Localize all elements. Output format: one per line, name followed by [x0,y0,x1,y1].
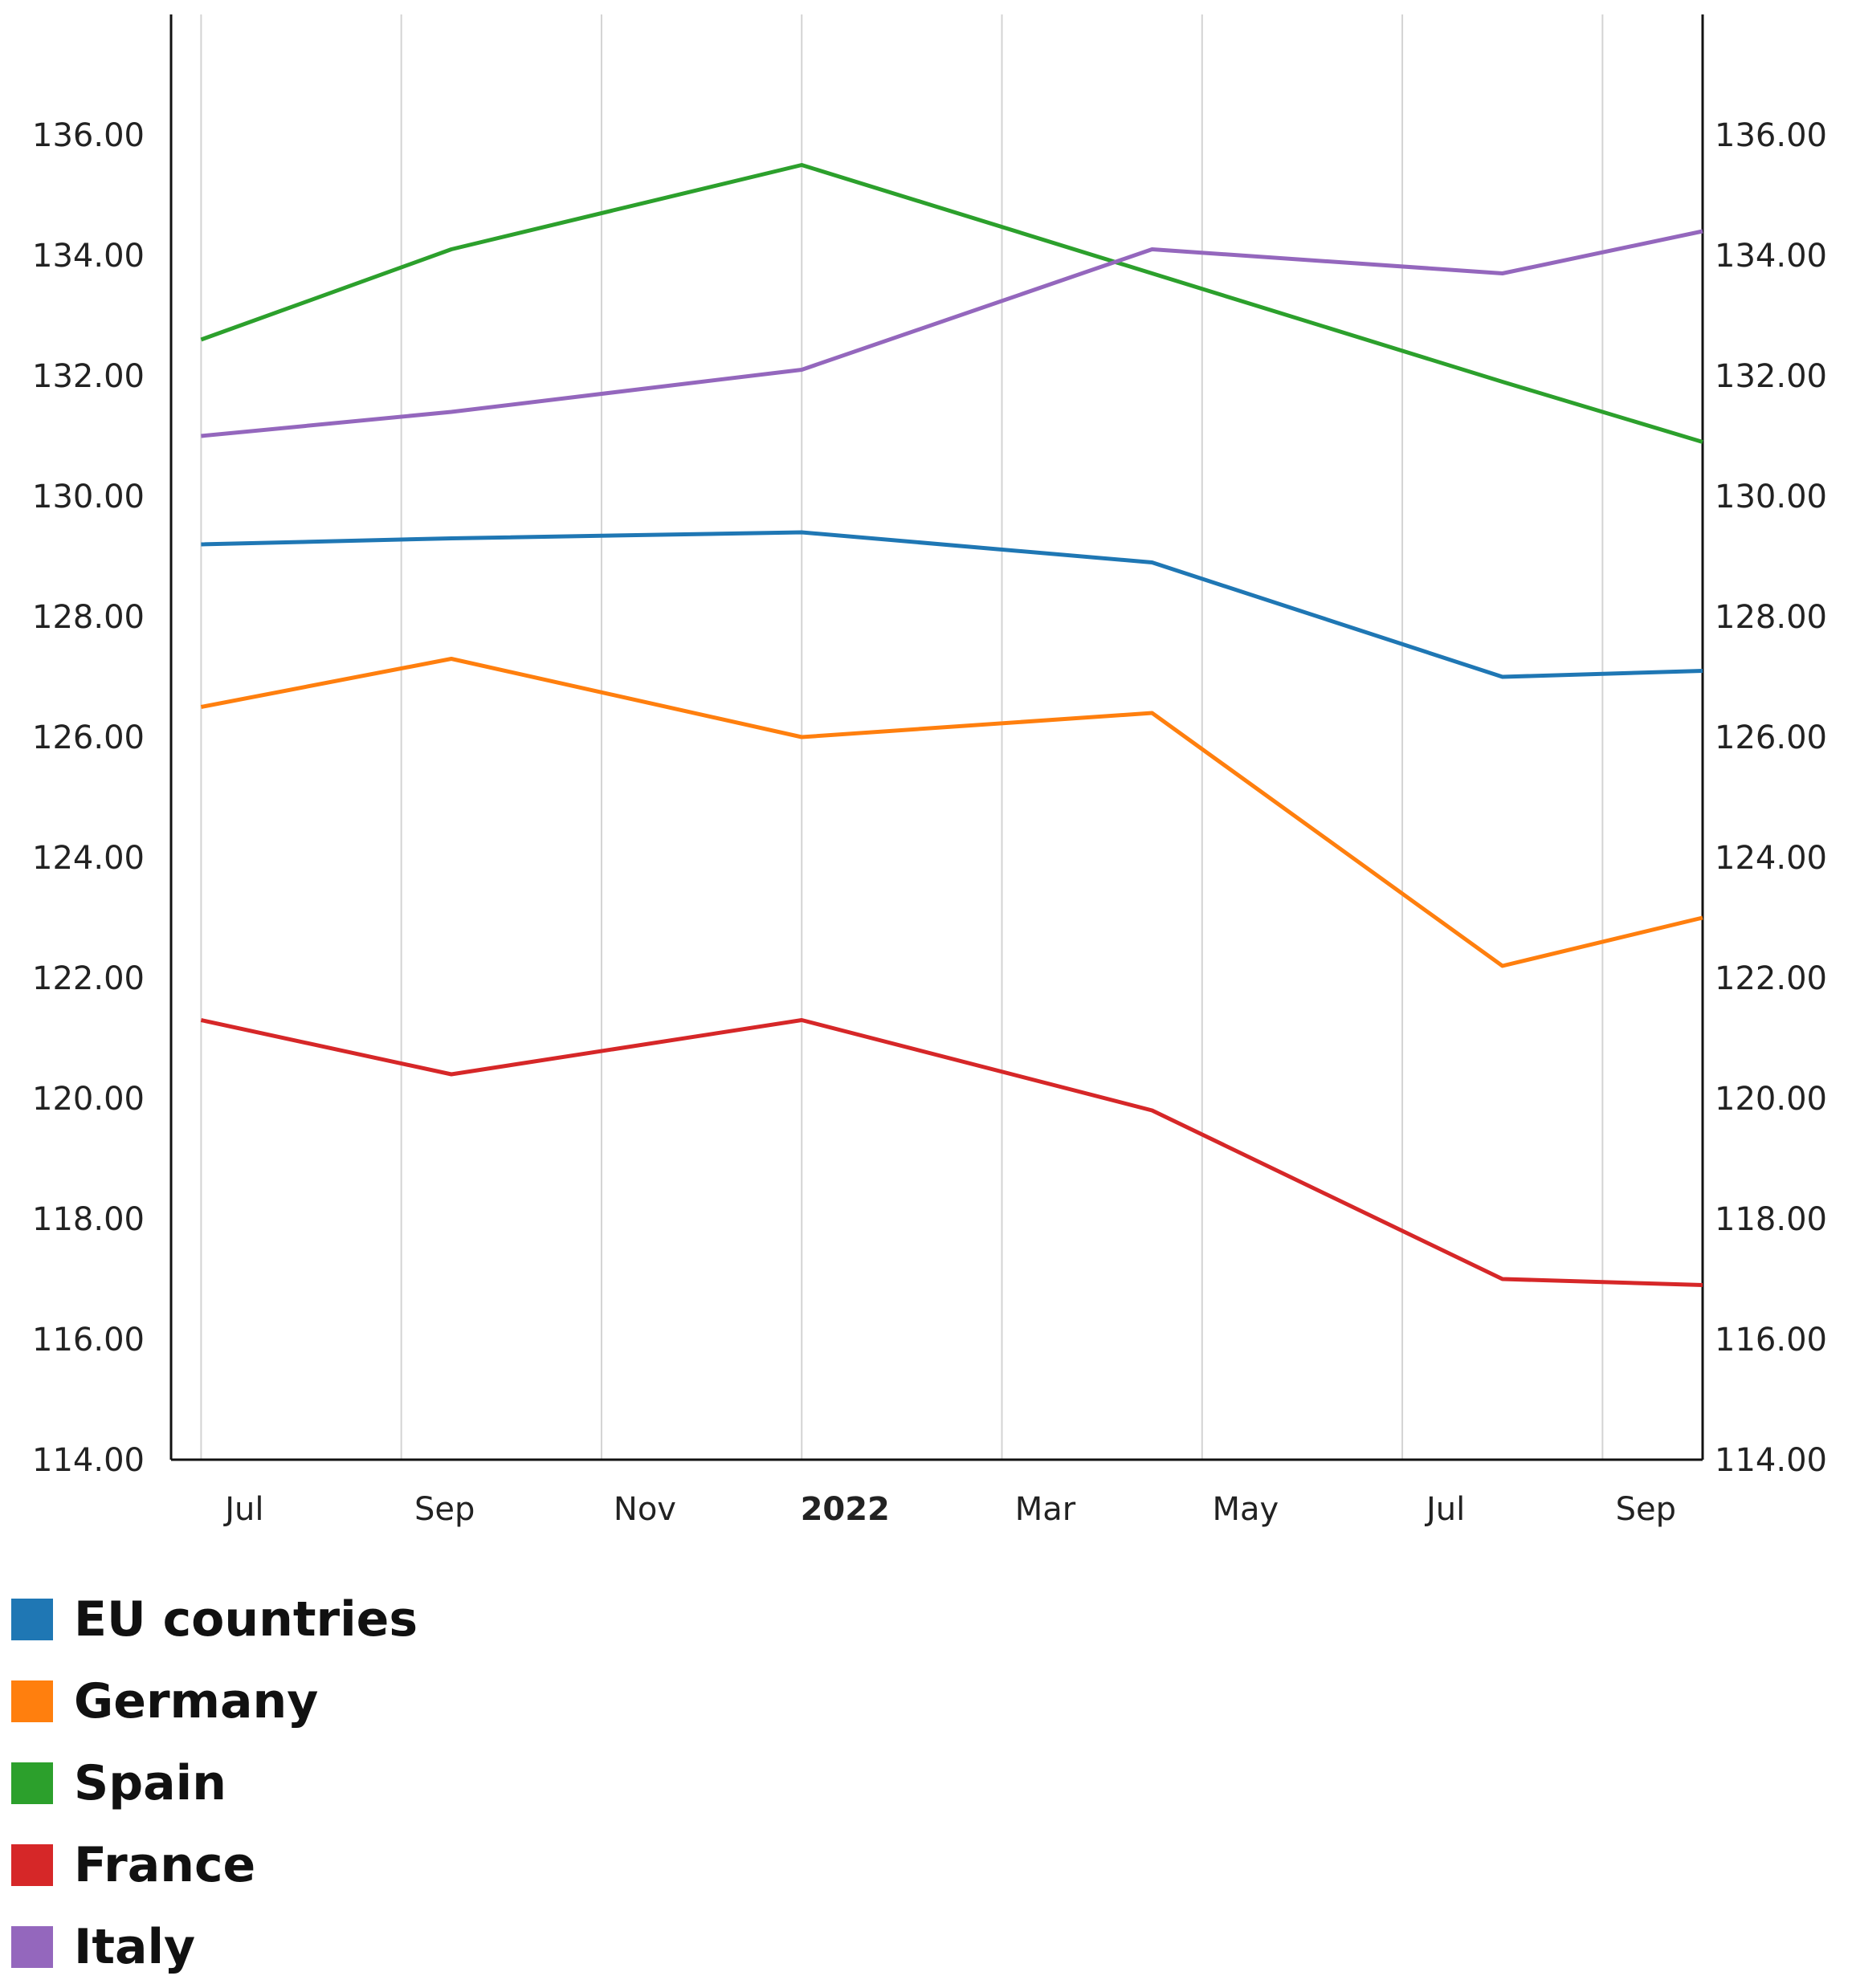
grid-lines [200,14,1604,1460]
legend-item-eu-countries: EU countries [11,1579,418,1660]
y-tick-right-114-00: 114.00 [1715,1442,1827,1479]
legend-label-france: France [74,1837,256,1893]
y-tick-left-114-00: 114.00 [32,1442,145,1479]
legend-swatch-italy [11,1926,53,1968]
y-tick-left-134-00: 134.00 [32,238,145,275]
x-tick-7-sep: Sep [1616,1491,1676,1528]
x-tick-5-may: May [1212,1491,1279,1528]
axes [169,14,1704,1461]
y-tick-right-118-00: 118.00 [1715,1201,1827,1238]
y-tick-left-132-00: 132.00 [32,358,145,395]
x-tick-1-sep: Sep [414,1491,475,1528]
y-tick-right-122-00: 122.00 [1715,960,1827,997]
legend-item-spain: Spain [11,1742,418,1824]
y-tick-right-128-00: 128.00 [1715,599,1827,636]
y-axis-left-ticks: 114.00 116.00 118.00 120.00 122.00 124.00 126.… [32,117,145,1479]
y-tick-left-130-00: 130.00 [32,479,145,515]
legend-swatch-spain [11,1762,53,1804]
y-tick-left-122-00: 122.00 [32,960,145,997]
legend-label-italy: Italy [74,1919,196,1975]
y-tick-right-120-00: 120.00 [1715,1081,1827,1118]
y-tick-left-118-00: 118.00 [32,1201,145,1238]
y-tick-left-136-00: 136.00 [32,117,145,154]
legend-item-germany: Germany [11,1660,418,1742]
x-tick-4-mar: Mar [1015,1491,1076,1528]
legend-swatch-france [11,1844,53,1886]
legend-item-france: France [11,1824,418,1906]
y-tick-right-126-00: 126.00 [1715,719,1827,756]
x-tick-6-jul: Jul [1424,1491,1465,1528]
y-tick-left-128-00: 128.00 [32,599,145,636]
series-line-italy [201,229,1703,438]
legend-swatch-germany [11,1680,53,1722]
y-tick-right-130-00: 130.00 [1715,479,1827,515]
legend-label-eu-countries: EU countries [74,1591,418,1648]
y-axis-right-ticks: 114.00 116.00 118.00 120.00 122.00 124.00 126.… [1715,117,1827,1479]
legend-label-germany: Germany [74,1673,319,1729]
series-line-germany [200,657,1703,968]
series-line-spain [200,163,1703,444]
line-chart: 114.00 116.00 118.00 120.00 122.00 124.00 126.… [32,14,1827,1528]
y-tick-right-124-00: 124.00 [1715,840,1827,877]
y-tick-left-120-00: 120.00 [32,1081,145,1118]
legend-swatch-eu-countries [11,1599,53,1640]
y-tick-right-116-00: 116.00 [1715,1322,1827,1359]
series-line-eu-countries [201,530,1703,679]
y-tick-right-134-00: 134.00 [1715,238,1827,275]
x-tick-0-jul: Jul [222,1491,263,1528]
x-axis-ticks: Jul Sep Nov 2022 Mar May Jul Sep [222,1491,1676,1528]
y-tick-left-116-00: 116.00 [32,1322,145,1359]
y-tick-left-126-00: 126.00 [32,719,145,756]
x-tick-3-2022: 2022 [801,1491,890,1528]
legend: EU countries Germany Spain France Italy [11,1579,418,1988]
series-line-france [200,1018,1703,1287]
y-tick-left-124-00: 124.00 [32,840,145,877]
y-tick-right-132-00: 132.00 [1715,358,1827,395]
legend-item-italy: Italy [11,1906,418,1988]
x-tick-2-nov: Nov [614,1491,676,1528]
series-lines [200,163,1703,1287]
y-tick-right-136-00: 136.00 [1715,117,1827,154]
legend-label-spain: Spain [74,1755,226,1811]
